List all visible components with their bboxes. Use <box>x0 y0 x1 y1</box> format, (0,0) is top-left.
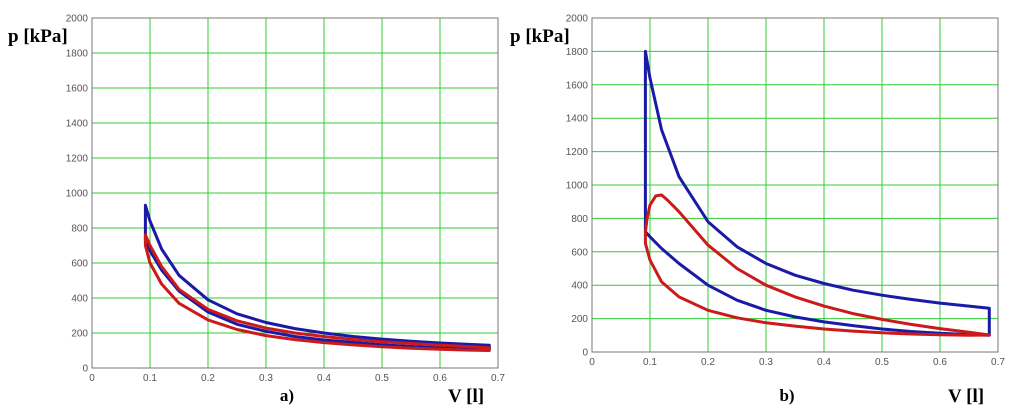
y-tick-label: 800 <box>571 214 588 225</box>
y-tick-label: 2000 <box>66 14 89 25</box>
x-axis-title: V [l] <box>948 386 984 407</box>
y-tick-label: 1200 <box>566 147 589 158</box>
x-tick-label: 0.4 <box>317 373 331 384</box>
x-tick-label: 0.5 <box>875 357 889 368</box>
y-tick-label: 200 <box>571 314 588 325</box>
y-axis-title: p [kPa] <box>510 26 570 47</box>
y-tick-label: 600 <box>71 259 88 270</box>
x-tick-label: 0.7 <box>491 373 505 384</box>
x-tick-label: 0 <box>589 357 595 368</box>
y-tick-label: 400 <box>71 294 88 305</box>
y-tick-label: 1000 <box>66 189 89 200</box>
x-axis-title: V [l] <box>448 386 484 407</box>
x-tick-label: 0.3 <box>759 357 773 368</box>
x-tick-label: 0.6 <box>433 373 447 384</box>
y-axis-title: p [kPa] <box>8 26 68 47</box>
y-tick-label: 1800 <box>566 47 589 58</box>
x-tick-label: 0.1 <box>143 373 157 384</box>
x-tick-label: 0.3 <box>259 373 273 384</box>
y-tick-label: 0 <box>82 364 88 375</box>
y-tick-label: 200 <box>71 329 88 340</box>
x-tick-label: 0 <box>89 373 95 384</box>
y-tick-label: 1000 <box>566 181 589 192</box>
x-tick-label: 0.1 <box>643 357 657 368</box>
y-tick-label: 2000 <box>566 14 589 25</box>
x-tick-label: 0.7 <box>991 357 1005 368</box>
y-tick-label: 1800 <box>66 49 89 60</box>
plot-frame <box>591 17 999 353</box>
x-tick-label: 0.6 <box>933 357 947 368</box>
x-tick-label: 0.2 <box>701 357 715 368</box>
panel-label: b) <box>779 386 794 405</box>
y-tick-label: 600 <box>571 247 588 258</box>
y-tick-label: 0 <box>582 348 588 359</box>
y-tick-label: 1600 <box>66 84 89 95</box>
x-tick-label: 0.4 <box>817 357 831 368</box>
y-tick-label: 800 <box>71 224 88 235</box>
y-tick-label: 1200 <box>66 154 89 165</box>
x-tick-label: 0.2 <box>201 373 215 384</box>
y-tick-label: 1400 <box>566 114 589 125</box>
chart-panel-a: 0 200 400 600 800 1000 1200 1400 1600 1800 2000 0 0.… <box>8 14 505 408</box>
panel-label: a) <box>280 386 294 405</box>
y-tick-label: 1600 <box>566 80 589 91</box>
series-line-red <box>643 193 991 337</box>
series-line-red <box>143 233 491 352</box>
plot-frame <box>91 17 499 369</box>
x-tick-label: 0.5 <box>375 373 389 384</box>
chart-panel-b: 0 200 400 600 800 1000 1200 1400 1600 1800 2000 0 0.… <box>510 14 1005 408</box>
y-tick-label: 1400 <box>66 119 89 130</box>
y-tick-label: 400 <box>571 281 588 292</box>
